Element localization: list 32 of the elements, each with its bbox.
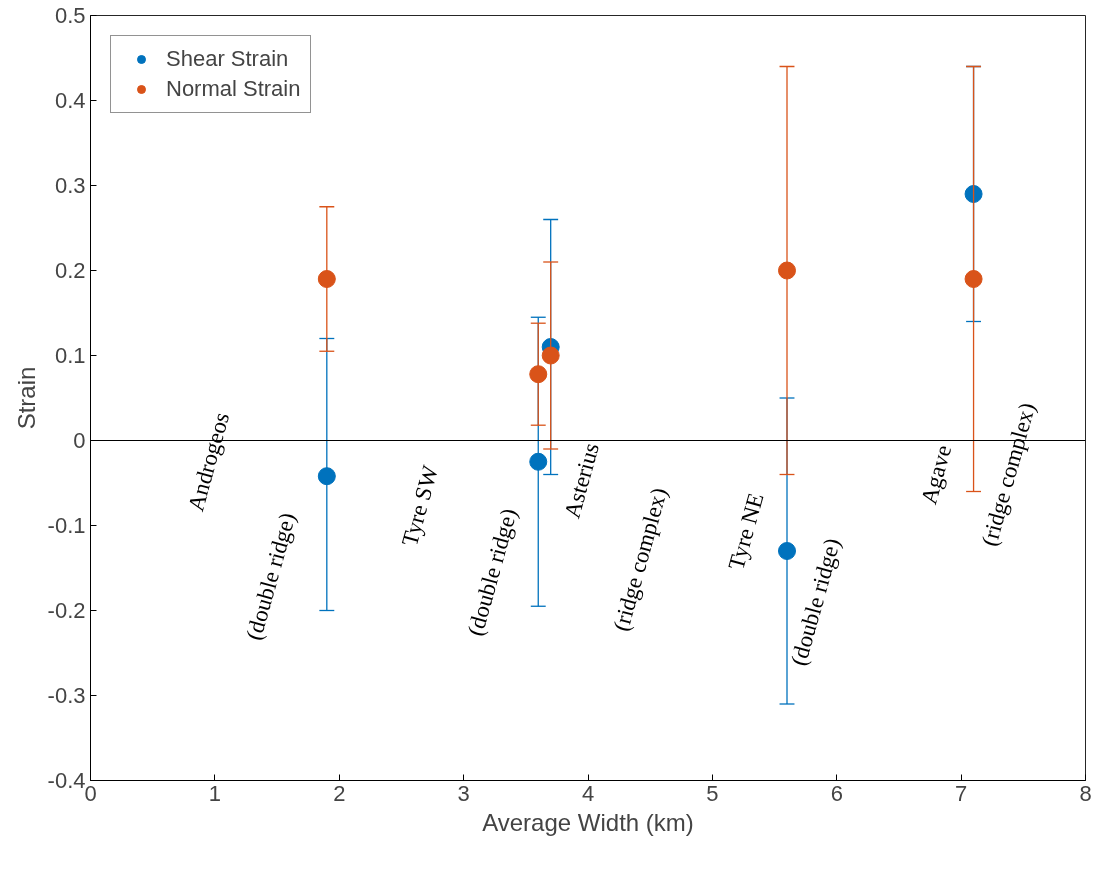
annotation: (double ridge) xyxy=(241,510,301,643)
y-axis-title: Strain xyxy=(12,366,40,430)
x-tick-label: 3 xyxy=(457,780,470,806)
x-tick-label: 7 xyxy=(955,780,968,806)
y-tick-label: 0.5 xyxy=(54,3,86,28)
x-tick-label: 5 xyxy=(706,780,719,806)
annotation: (ridge complex) xyxy=(976,400,1041,549)
annotation: Tyre SW xyxy=(397,462,444,549)
x-tick-label: 8 xyxy=(1079,780,1092,806)
y-tick-label: -0.1 xyxy=(47,513,86,538)
y-tick-label: -0.4 xyxy=(47,768,86,793)
legend-label: Shear Strain xyxy=(166,46,289,72)
y-tick-label: 0.2 xyxy=(54,258,86,283)
x-tick-label: 2 xyxy=(333,780,346,806)
y-tick-label: -0.3 xyxy=(47,683,86,708)
x-tick-label: 4 xyxy=(581,780,595,806)
y-tick-label: 0.1 xyxy=(54,343,86,368)
y-tick-label: 0 xyxy=(73,428,86,453)
y-tick-label: 0.3 xyxy=(54,173,86,198)
annotation: Androgeos xyxy=(183,409,235,514)
annotation: (ridge complex) xyxy=(608,485,673,634)
y-tick-label: -0.2 xyxy=(47,598,86,623)
annotation: Asterius xyxy=(559,440,605,521)
legend-label: Normal Strain xyxy=(166,76,301,102)
x-tick-label: 1 xyxy=(208,780,222,806)
annotation: Tyre NE xyxy=(723,490,769,573)
annotation: (double ridge) xyxy=(462,505,522,639)
y-tick-label: 0.4 xyxy=(54,88,86,113)
annotation: (double ridge) xyxy=(786,535,846,669)
x-axis-title: Average Width (km) xyxy=(482,808,694,836)
annotation: Agave xyxy=(916,442,957,507)
x-tick-label: 6 xyxy=(830,780,843,806)
